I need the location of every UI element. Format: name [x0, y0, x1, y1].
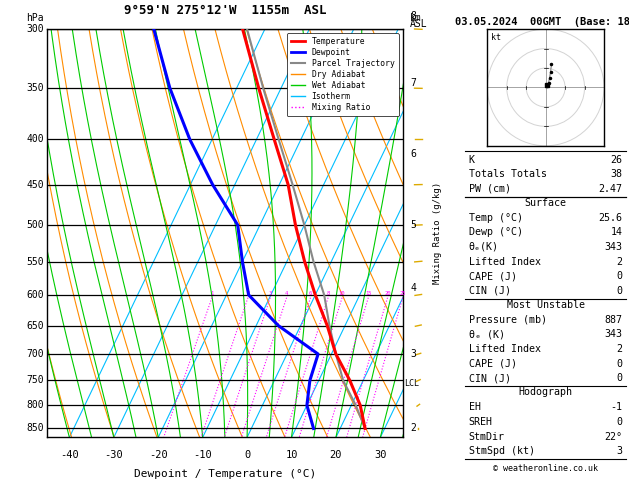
Text: -1: -1 [611, 402, 623, 413]
Text: -30: -30 [104, 450, 123, 460]
Text: Totals Totals: Totals Totals [469, 169, 547, 179]
Text: Hodograph: Hodograph [519, 387, 572, 398]
Text: 3: 3 [616, 446, 623, 456]
Text: StmSpd (kt): StmSpd (kt) [469, 446, 535, 456]
Text: ASL: ASL [410, 19, 428, 29]
Text: CIN (J): CIN (J) [469, 286, 511, 296]
Text: 0: 0 [616, 417, 623, 427]
Text: 887: 887 [604, 315, 623, 325]
Text: 343: 343 [604, 330, 623, 340]
Text: 9°59'N 275°12'W  1155m  ASL: 9°59'N 275°12'W 1155m ASL [124, 4, 326, 17]
Text: 0: 0 [616, 359, 623, 369]
Text: 400: 400 [26, 135, 44, 144]
Text: Pressure (mb): Pressure (mb) [469, 315, 547, 325]
Text: PW (cm): PW (cm) [469, 184, 511, 194]
Text: SREH: SREH [469, 417, 493, 427]
Text: 14: 14 [611, 227, 623, 238]
Text: Lifted Index: Lifted Index [469, 257, 540, 267]
Text: 3: 3 [269, 291, 272, 296]
Text: hPa: hPa [26, 13, 44, 23]
Text: 4: 4 [410, 283, 416, 294]
Text: LCL: LCL [404, 379, 419, 387]
Text: 1: 1 [210, 291, 213, 296]
Text: StmDir: StmDir [469, 432, 504, 442]
Text: 300: 300 [26, 24, 44, 34]
Text: 0: 0 [616, 271, 623, 281]
Text: 2.47: 2.47 [599, 184, 623, 194]
Text: Dewpoint / Temperature (°C): Dewpoint / Temperature (°C) [134, 469, 316, 479]
Text: CAPE (J): CAPE (J) [469, 359, 516, 369]
Text: 10: 10 [338, 291, 345, 296]
Text: kt: kt [491, 33, 501, 42]
Text: 750: 750 [26, 376, 44, 385]
Text: -10: -10 [193, 450, 212, 460]
Text: km: km [410, 13, 422, 23]
Text: θₑ (K): θₑ (K) [469, 330, 504, 340]
Text: 350: 350 [26, 83, 44, 93]
Text: 2: 2 [246, 291, 250, 296]
Text: 700: 700 [26, 349, 44, 359]
Text: 30: 30 [374, 450, 387, 460]
Text: 0: 0 [244, 450, 250, 460]
Text: Lifted Index: Lifted Index [469, 344, 540, 354]
Text: Mixing Ratio (g/kg): Mixing Ratio (g/kg) [433, 182, 442, 284]
Text: 8: 8 [410, 11, 416, 21]
Text: K: K [469, 155, 475, 165]
Text: Temp (°C): Temp (°C) [469, 213, 523, 223]
Text: -20: -20 [149, 450, 167, 460]
Text: 2: 2 [616, 344, 623, 354]
Text: 7: 7 [410, 78, 416, 88]
Text: 6: 6 [309, 291, 312, 296]
Text: 4: 4 [285, 291, 288, 296]
Text: 3: 3 [410, 349, 416, 359]
Text: 25.6: 25.6 [599, 213, 623, 223]
Text: 20: 20 [384, 291, 391, 296]
Text: CAPE (J): CAPE (J) [469, 271, 516, 281]
Text: 26: 26 [611, 155, 623, 165]
Text: 15: 15 [365, 291, 372, 296]
Text: -40: -40 [60, 450, 79, 460]
Text: 38: 38 [611, 169, 623, 179]
Text: 550: 550 [26, 257, 44, 266]
Text: 8: 8 [326, 291, 330, 296]
Text: 650: 650 [26, 321, 44, 330]
Text: 25: 25 [399, 291, 406, 296]
Text: CIN (J): CIN (J) [469, 373, 511, 383]
Text: Surface: Surface [525, 198, 567, 208]
Text: 2: 2 [616, 257, 623, 267]
Text: 343: 343 [604, 242, 623, 252]
Text: 2: 2 [410, 423, 416, 434]
Text: 6: 6 [410, 149, 416, 158]
Text: θₑ(K): θₑ(K) [469, 242, 499, 252]
Text: 450: 450 [26, 180, 44, 190]
Text: © weatheronline.co.uk: © weatheronline.co.uk [493, 464, 598, 473]
Text: 20: 20 [330, 450, 342, 460]
Legend: Temperature, Dewpoint, Parcel Trajectory, Dry Adiabat, Wet Adiabat, Isotherm, Mi: Temperature, Dewpoint, Parcel Trajectory… [287, 33, 399, 116]
Text: 10: 10 [286, 450, 298, 460]
Text: 0: 0 [616, 373, 623, 383]
Text: 22°: 22° [604, 432, 623, 442]
Text: Dewp (°C): Dewp (°C) [469, 227, 523, 238]
Text: 0: 0 [616, 286, 623, 296]
Text: 03.05.2024  00GMT  (Base: 18): 03.05.2024 00GMT (Base: 18) [455, 17, 629, 27]
Text: 800: 800 [26, 400, 44, 410]
Text: 600: 600 [26, 290, 44, 300]
Text: 500: 500 [26, 220, 44, 230]
Text: EH: EH [469, 402, 481, 413]
Text: 5: 5 [410, 220, 416, 230]
Text: Most Unstable: Most Unstable [506, 300, 585, 310]
Text: 850: 850 [26, 423, 44, 434]
